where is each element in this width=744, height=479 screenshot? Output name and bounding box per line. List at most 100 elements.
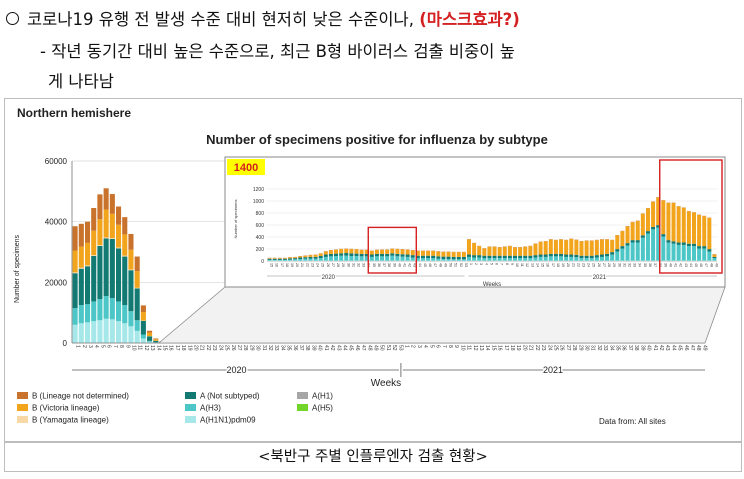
inset-week-tick-label: 7 [500, 263, 504, 265]
inset-bar-A_H3 [482, 258, 487, 261]
inset-bar-A_H3 [589, 258, 594, 261]
inset-bar-A_H3 [446, 259, 451, 261]
inset-bar-A_H3 [656, 227, 661, 261]
inset-bar-B_victoria [645, 208, 650, 232]
inset-bar-A_H3 [359, 256, 364, 261]
inset-bar-A_H3 [681, 244, 686, 261]
inset-week-tick-label: 2 [474, 263, 478, 265]
inset-bar-A_not_subtyped [579, 255, 584, 259]
main-week-tick-label: 10 [459, 345, 465, 351]
inset-bar-A_H3 [635, 242, 640, 261]
inset-bar-A_not_subtyped [472, 255, 477, 258]
main-bar-B_lineage_not_determined [97, 194, 103, 220]
main-week-tick-label: 7 [441, 345, 447, 348]
inset-week-tick-label: 21 [571, 263, 575, 267]
inset-bar-B_victoria [359, 250, 364, 254]
inset-bar-B_victoria [702, 216, 707, 247]
inset-bar-B_victoria [334, 249, 339, 254]
main-week-tick-label: 22 [534, 345, 540, 351]
inset-bar-A_not_subtyped [697, 246, 702, 249]
main-week-tick-label: 19 [515, 345, 521, 351]
inset-bar-A_not_subtyped [339, 253, 344, 256]
inset-bar-B_victoria [686, 211, 691, 244]
main-week-tick-label: 44 [670, 345, 676, 351]
inset-week-tick-label: 26 [597, 263, 601, 267]
inset-bar-B_victoria [697, 214, 702, 247]
main-ytick-label: 60000 [45, 157, 68, 166]
inset-week-tick-label: 45 [694, 263, 698, 267]
main-bar-B_victoria [78, 246, 84, 268]
inset-bar-A_H3 [472, 257, 477, 261]
main-bar-A_H1N1pdm09 [147, 341, 153, 343]
inset-bar-B_victoria [502, 246, 507, 256]
main-bar-A_H3 [147, 340, 153, 342]
inset-bar-B_victoria [441, 251, 446, 257]
inset-bar-A_not_subtyped [671, 241, 676, 244]
inset-week-tick-label: 13 [530, 263, 534, 267]
main-bar-B_lineage_not_determined [128, 233, 134, 250]
inset-bar-A_H3 [584, 258, 589, 261]
inset-week-tick-label: 28 [607, 263, 611, 267]
main-week-tick-label: 25 [552, 345, 558, 351]
inset-bar-A_not_subtyped [456, 256, 461, 260]
inset-bar-A_not_subtyped [385, 253, 390, 257]
inset-week-tick-label: 49 [714, 263, 718, 267]
inset-bar-A_H3 [339, 255, 344, 261]
inset-bar-A_H3 [553, 256, 558, 261]
main-bar-B_yamagata [91, 255, 97, 256]
inset-week-tick-label: 41 [674, 263, 678, 267]
main-bar-A_H1N1pdm09 [128, 326, 134, 343]
inset-bar-A_H3 [354, 256, 359, 261]
inset-bar-A_H3 [661, 236, 666, 261]
inset-bar-A_H3 [390, 255, 395, 261]
legend-swatch-A_H1 [297, 392, 308, 399]
inset-bar-A_not_subtyped [487, 255, 492, 259]
inset-bar-A_H3 [436, 258, 441, 261]
main-bar-A_H1N1pdm09 [84, 322, 91, 343]
inset-bar-A_H3 [431, 258, 436, 261]
inset-bar-A_H3 [507, 258, 512, 261]
inset-bar-A_H3 [282, 259, 287, 261]
inset-bar-B_victoria [523, 246, 528, 256]
main-bar-A_H3 [134, 320, 140, 331]
inset-bar-A_not_subtyped [497, 255, 502, 259]
main-week-tick-label: 17 [174, 345, 180, 351]
inset-bar-B_victoria [420, 250, 425, 256]
inset-bar-A_not_subtyped [400, 254, 405, 257]
inset-ytick-label: 400 [256, 235, 265, 241]
inset-week-tick-label: 28 [336, 263, 340, 267]
main-bar-B_victoria [153, 339, 159, 341]
inset-week-tick-label: 47 [704, 263, 708, 267]
main-week-tick-label: 26 [230, 345, 236, 351]
inset-bar-A_H3 [599, 256, 604, 261]
zoom-inset: 1400 0 200 400 600 800 1000 1200 Number of speci… [157, 156, 726, 344]
inset-bar-A_H3 [380, 256, 385, 261]
inset-bar-A_not_subtyped [651, 226, 656, 230]
inset-bar-A_not_subtyped [564, 254, 569, 257]
x-axis-label: Weeks [371, 378, 401, 389]
inset-week-tick-label: 43 [684, 263, 688, 267]
main-ytick-label: 0 [63, 339, 68, 348]
inset-week-tick-label: 18 [556, 263, 560, 267]
legend-label-B_lineage_not_determined: B (Lineage not determined) [32, 392, 129, 401]
inset-bar-A_not_subtyped [318, 256, 323, 259]
inset-bar-A_not_subtyped [676, 242, 681, 245]
main-week-tick-label: 25 [224, 345, 230, 351]
inset-week-tick-label: 35 [643, 263, 647, 267]
inset-week-tick-label: 44 [418, 263, 422, 267]
main-week-tick-label: 33 [602, 345, 608, 351]
inset-week-tick-label: 46 [699, 263, 703, 267]
main-week-tick-label: 14 [484, 345, 490, 351]
inset-bar-B_victoria [344, 248, 349, 254]
legend-swatch-A_H1N1pdm09 [185, 416, 196, 423]
inset-bar-A_H3 [523, 258, 528, 261]
inset-bar-A_H3 [548, 256, 553, 261]
inset-week-tick-label: 37 [382, 263, 386, 267]
main-week-tick-label: 46 [354, 345, 360, 351]
inset-bar-A_H3 [615, 251, 620, 261]
inset-bar-A_not_subtyped [282, 258, 287, 260]
legend-label-A_H5: A(H5) [312, 404, 333, 413]
inset-bar-B_victoria [282, 258, 287, 259]
inset-ytick-label: 600 [256, 223, 265, 229]
inset-bar-A_H3 [640, 237, 645, 261]
